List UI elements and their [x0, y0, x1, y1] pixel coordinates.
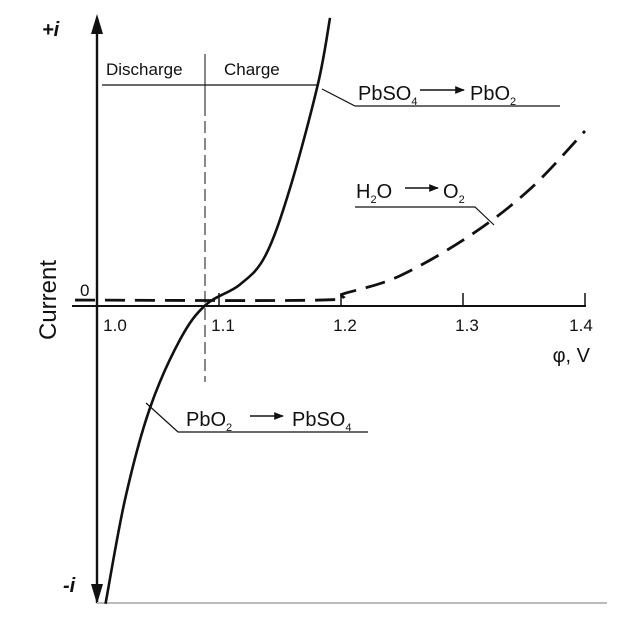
y-axis-label: Current — [35, 260, 62, 340]
x-tick-label: 1.3 — [455, 316, 479, 335]
x-tick-label: 1.1 — [211, 316, 235, 335]
svg-text:PbSO4: PbSO4 — [358, 83, 417, 108]
svg-text:PbSO4: PbSO4 — [292, 409, 351, 434]
y-neg-label: -i — [63, 575, 76, 597]
x-axis-label: φ, V — [553, 345, 591, 367]
discharge-label: Discharge — [106, 60, 183, 79]
series-solid-curve — [104, 17, 332, 604]
svg-text:PbO2: PbO2 — [470, 83, 516, 108]
svg-text:PbO2: PbO2 — [186, 409, 232, 434]
x-tick-label: 1.2 — [333, 316, 357, 335]
y-axis-down-arrow-icon — [91, 584, 103, 604]
x-tick-label: 1.4 — [569, 316, 593, 335]
series-dashed-curve — [75, 130, 587, 302]
y-axis-up-arrow-icon — [91, 14, 103, 34]
svg-text:H2O: H2O — [356, 181, 392, 206]
annotation-oxygen: H2O O2 — [355, 181, 495, 226]
charge-label: Charge — [224, 60, 280, 79]
annotation-discharge: PbO2 PbSO4 — [145, 402, 368, 434]
x-tick-label: 1.0 — [103, 316, 127, 335]
zero-label: 0 — [80, 281, 89, 300]
annotation-charge: PbSO4 PbO2 — [321, 83, 560, 108]
svg-text:O2: O2 — [443, 181, 465, 206]
y-pos-label: +i — [42, 19, 60, 41]
